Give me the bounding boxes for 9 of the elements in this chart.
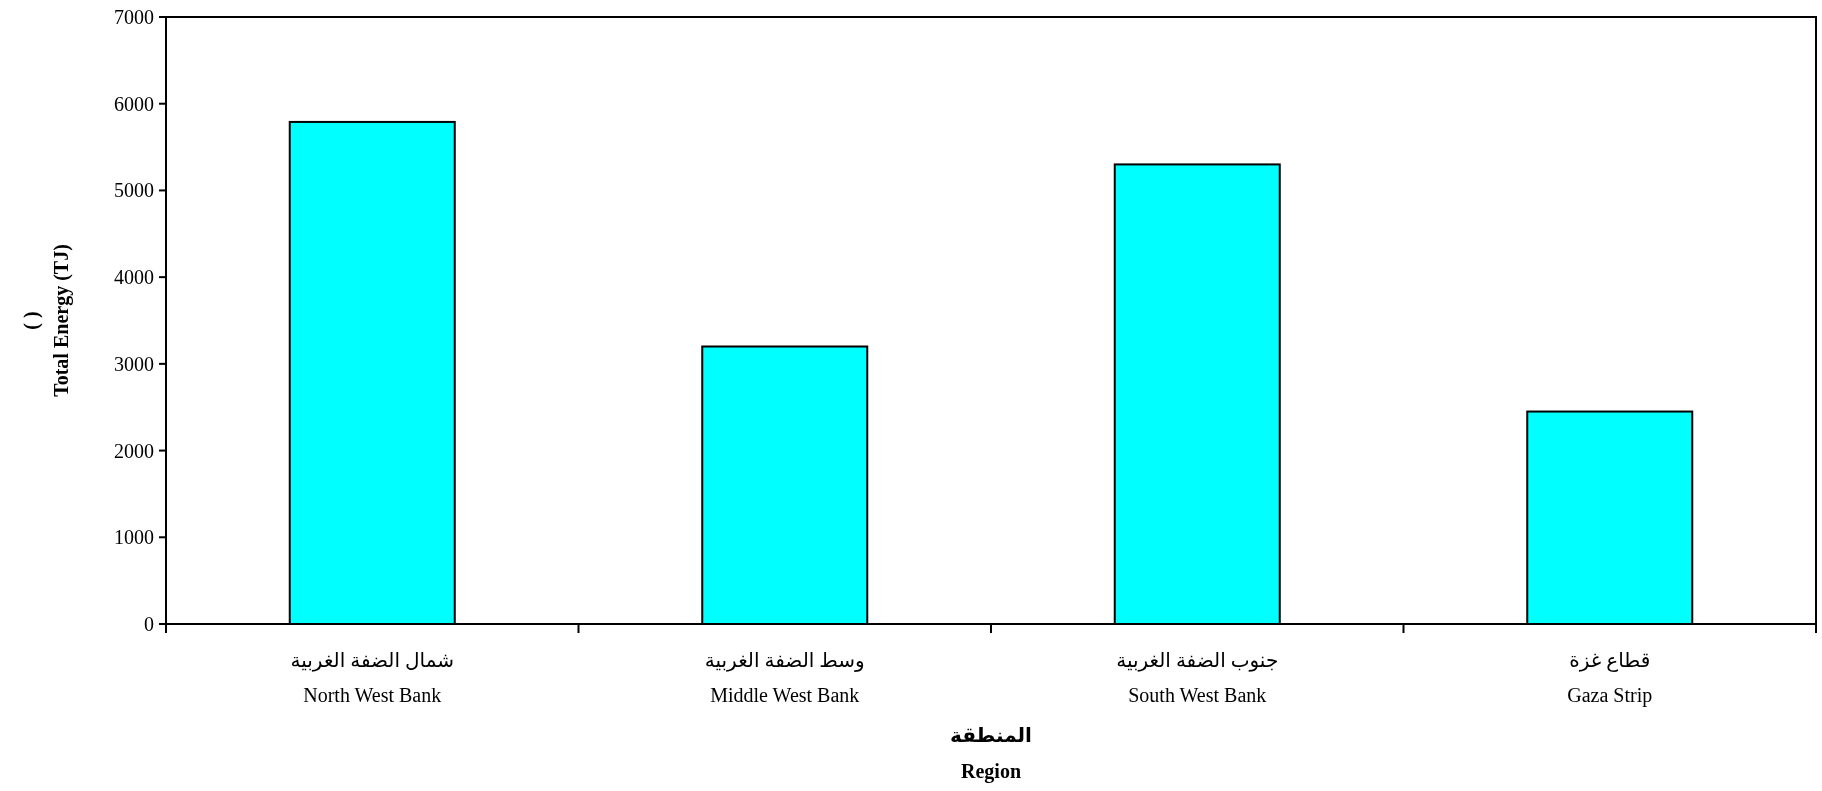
y-axis-title: ( ) Total Energy (TJ) bbox=[20, 244, 73, 397]
y-tick-label: 5000 bbox=[114, 179, 154, 202]
y-tick-label: 0 bbox=[144, 613, 154, 635]
y-tick-label: 2000 bbox=[114, 439, 154, 462]
y-tick-label: 3000 bbox=[114, 352, 154, 375]
y-tick-label: 6000 bbox=[114, 92, 154, 115]
y-tick-label: 4000 bbox=[114, 266, 154, 289]
y-tick-label: 1000 bbox=[114, 526, 154, 549]
y-tick-label: 7000 bbox=[114, 6, 154, 28]
